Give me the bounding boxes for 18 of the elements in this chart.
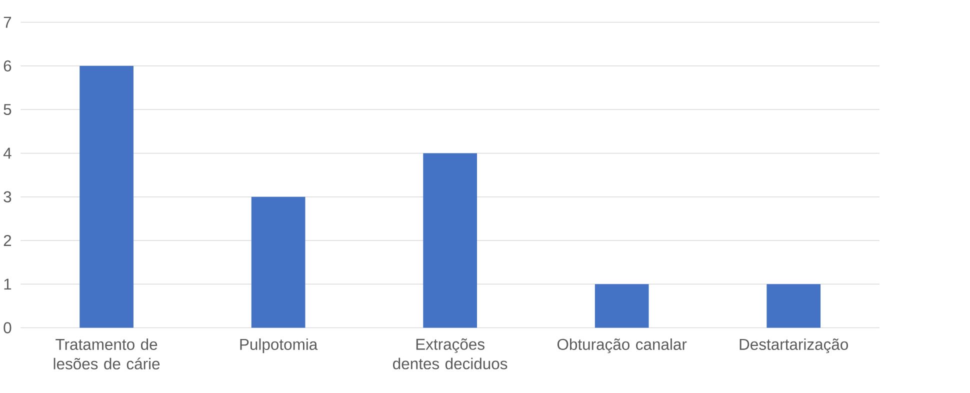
x-tick-label: Obturação canalar [557,338,687,354]
x-tick-label: Extrações dentes deciduos [393,338,508,370]
y-tick-label: 7 [4,16,12,28]
bar [423,153,478,328]
x-tick-label: Tratamento de lesões de cárie [54,338,160,370]
x-tick-label: Destartarização [740,338,848,354]
y-tick-label: 4 [3,148,12,159]
y-tick-label: 1 [4,278,12,290]
y-tick-label: 2 [4,235,12,246]
bar [251,196,306,328]
y-tick-label: 6 [4,60,12,72]
y-tick-label: 0 [4,322,12,334]
x-tick-label: Pulpotomia [240,338,318,354]
bar [80,66,134,328]
y-tick-label: 5 [4,104,12,116]
y-tick-label: 3 [4,191,12,203]
bar [766,284,821,328]
bar [594,284,649,328]
